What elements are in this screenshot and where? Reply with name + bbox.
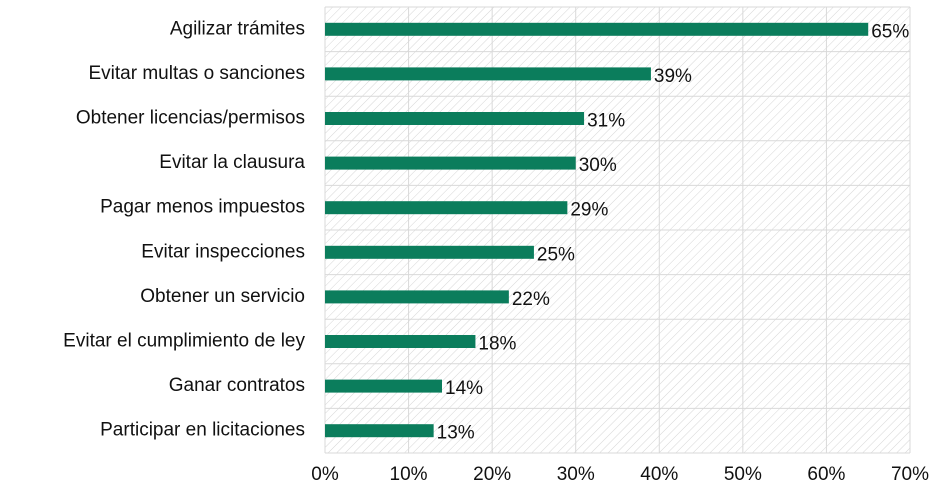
- value-label: 31%: [587, 111, 625, 132]
- value-label: 39%: [654, 66, 692, 87]
- y-tick-label: Evitar la clausura: [159, 152, 305, 173]
- bar: [325, 22, 869, 36]
- y-tick-label: Obtener un servicio: [140, 286, 305, 307]
- y-tick-label: Pagar menos impuestos: [100, 197, 305, 218]
- y-tick-label: Ganar contratos: [169, 375, 305, 396]
- y-tick-label: Obtener licencias/permisos: [76, 108, 305, 129]
- x-tick-label: 30%: [557, 464, 595, 485]
- x-tick-label: 60%: [807, 464, 845, 485]
- y-tick-label: Evitar el cumplimiento de ley: [63, 331, 305, 352]
- y-tick-label: Participar en licitaciones: [100, 420, 305, 441]
- bar: [325, 67, 651, 81]
- value-label: 14%: [445, 378, 483, 399]
- x-tick-label: 40%: [640, 464, 678, 485]
- value-label: 65%: [871, 21, 909, 42]
- bar: [325, 112, 585, 125]
- x-tick-label: 10%: [390, 464, 428, 485]
- value-label: 13%: [437, 423, 475, 444]
- bar: [325, 290, 509, 304]
- bar: [325, 156, 576, 170]
- x-tick-label: 0%: [311, 464, 339, 485]
- bar: [325, 335, 476, 348]
- bar: [325, 424, 434, 438]
- y-tick-label: Evitar multas o sanciones: [89, 63, 306, 84]
- value-label: 29%: [570, 200, 608, 221]
- y-tick-label: Evitar inspecciones: [141, 241, 305, 262]
- value-label: 25%: [537, 244, 575, 265]
- x-tick-label: 20%: [473, 464, 511, 485]
- x-tick-label: 50%: [724, 464, 762, 485]
- value-label: 30%: [579, 155, 617, 176]
- bar: [325, 245, 534, 259]
- value-label: 18%: [478, 334, 516, 355]
- y-tick-label: Agilizar trámites: [170, 18, 305, 39]
- bar: [325, 379, 442, 393]
- value-label: 22%: [512, 289, 550, 310]
- x-tick-label: 70%: [891, 464, 929, 485]
- bar: [325, 201, 568, 215]
